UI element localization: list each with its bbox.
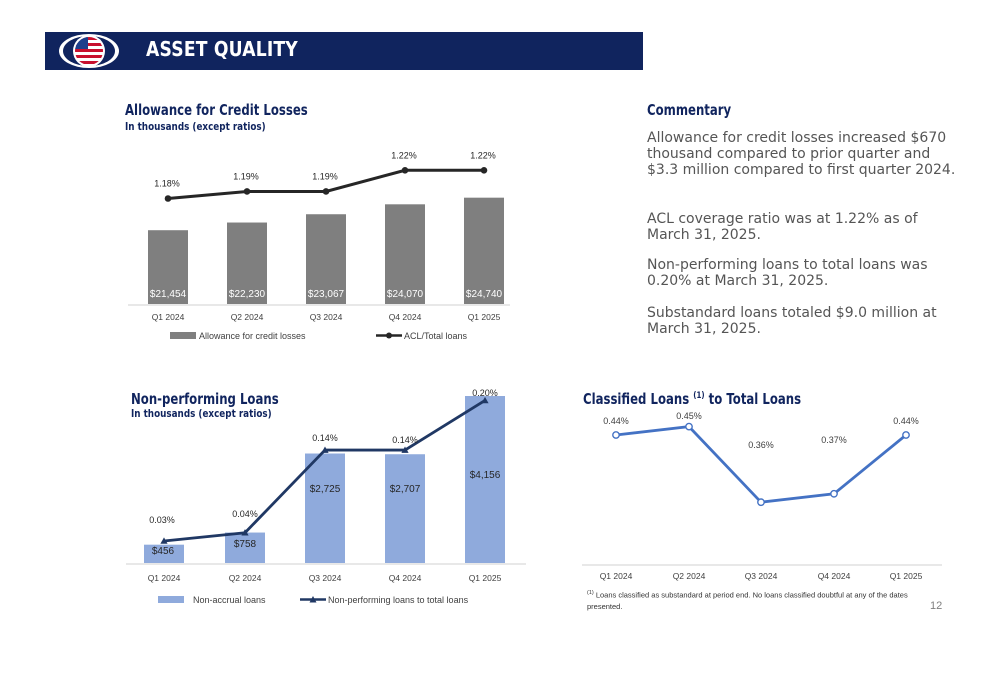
classified-x-tick-label: Q1 2024	[600, 571, 633, 581]
npl-ratio-point	[160, 537, 168, 544]
npl-bar-label: $4,156	[470, 470, 501, 481]
acl-chart-title: Allowance for Credit Losses	[125, 101, 308, 119]
acl-bar	[148, 230, 188, 304]
acl-ratio-label: 1.22%	[391, 150, 417, 160]
commentary-title: Commentary	[647, 101, 732, 119]
classified-title-suffix: to Total Loans	[708, 390, 802, 408]
npl-bar	[225, 532, 265, 563]
npl-chart-title: Non-performing Loans	[131, 390, 279, 408]
acl-ratio-label: 1.18%	[154, 179, 180, 189]
npl-bar	[144, 544, 184, 563]
classified-title-sup: (1)	[693, 391, 705, 401]
acl-ratio-label: 1.22%	[470, 150, 496, 160]
npl-bar	[385, 454, 425, 563]
classified-data-label: 0.45%	[676, 411, 702, 421]
acl-bar	[464, 197, 504, 304]
footnote-marker: (1)	[587, 590, 594, 596]
classified-x-tick-label: Q2 2024	[673, 571, 706, 581]
npl-x-tick-label: Q3 2024	[309, 573, 342, 583]
acl-ratio-label: 1.19%	[233, 171, 259, 181]
classified-x-tick-label: Q3 2024	[745, 571, 778, 581]
npl-x-tick-label: Q1 2024	[148, 573, 181, 583]
classified-data-label: 0.36%	[748, 440, 774, 450]
company-logo	[57, 34, 121, 68]
classified-x-tick-label: Q1 2025	[890, 571, 923, 581]
commentary-paragraph: Allowance for credit losses increased $6…	[647, 130, 956, 178]
acl-legend-label: Allowance for credit losses	[199, 331, 306, 341]
npl-ratio-label: 0.14%	[312, 433, 338, 443]
acl-bar-label: $24,070	[387, 289, 424, 300]
npl-ratio-label: 0.03%	[149, 515, 175, 525]
acl-bar	[227, 222, 267, 304]
classified-title-text: Classified Loans	[583, 390, 690, 408]
npl-ratio-point	[401, 446, 409, 453]
npl-ratio-point	[481, 396, 489, 404]
footnote: (1) Loans classified as substandard at p…	[587, 588, 937, 612]
npl-legend-label: Non-performing loans to total loans	[328, 595, 469, 605]
acl-x-tick-label: Q3 2024	[310, 312, 343, 322]
acl-legend-swatch-bar	[170, 332, 196, 339]
page-number: 12	[930, 600, 943, 612]
classified-x-tick-label: Q4 2024	[818, 571, 851, 581]
classified-point	[902, 431, 910, 439]
acl-legend-label: ACL/Total loans	[404, 331, 468, 341]
acl-bar-label: $24,740	[466, 289, 503, 300]
acl-ratio-point	[401, 167, 409, 174]
acl-x-tick-label: Q2 2024	[231, 312, 264, 322]
npl-legend-swatch-marker	[309, 596, 317, 603]
acl-x-tick-label: Q1 2025	[468, 312, 501, 322]
acl-ratio-label: 1.19%	[312, 171, 338, 181]
page-title: ASSET QUALITY	[146, 37, 298, 61]
npl-bar	[305, 453, 345, 563]
npl-chart-subtitle: In thousands (except ratios)	[131, 407, 272, 420]
npl-ratio-label: 0.14%	[392, 435, 418, 445]
classified-point	[757, 498, 765, 507]
classified-point	[612, 431, 620, 439]
npl-x-tick-label: Q2 2024	[229, 573, 262, 583]
classified-point	[685, 422, 693, 431]
acl-bar-label: $22,230	[229, 289, 266, 300]
npl-bar-label: $2,707	[390, 484, 421, 495]
npl-ratio-label: 0.04%	[232, 509, 258, 519]
npl-ratio-point	[241, 529, 249, 536]
classified-point	[830, 489, 838, 498]
npl-x-tick-label: Q1 2025	[469, 573, 502, 583]
footnote-text: Loans classified as substandard at perio…	[587, 590, 908, 611]
acl-bar-label: $21,454	[150, 289, 187, 300]
classified-data-label: 0.44%	[893, 416, 919, 426]
npl-legend-label: Non-accrual loans	[193, 595, 266, 605]
acl-bar	[306, 214, 346, 304]
classified-chart-title: Classified Loans (1) to Total Loans	[583, 390, 801, 408]
acl-ratio-point	[164, 195, 172, 202]
npl-bar	[465, 396, 505, 563]
acl-legend-swatch-marker	[386, 332, 392, 339]
acl-x-tick-label: Q4 2024	[389, 312, 422, 322]
npl-bar-label: $2,725	[310, 484, 341, 495]
acl-chart-subtitle: In thousands (except ratios)	[125, 120, 266, 133]
classified-data-label: 0.37%	[821, 435, 847, 445]
acl-ratio-point	[243, 188, 251, 195]
acl-ratio-point	[322, 188, 330, 195]
classified-line	[615, 425, 907, 504]
npl-x-tick-label: Q4 2024	[389, 573, 422, 583]
npl-ratio-label: 0.20%	[472, 388, 498, 398]
npl-bar-label: $758	[234, 539, 257, 550]
commentary-paragraph: Substandard loans totaled $9.0 million a…	[647, 305, 937, 337]
npl-ratio-point	[321, 446, 329, 453]
commentary-paragraph: Non-performing loans to total loans was …	[647, 257, 928, 289]
commentary-paragraph: ACL coverage ratio was at 1.22% as of Ma…	[647, 211, 918, 243]
acl-bar	[385, 204, 425, 304]
acl-bar-label: $23,067	[308, 289, 345, 300]
header-bar: ASSET QUALITY	[45, 32, 643, 70]
npl-bar-label: $456	[152, 546, 175, 557]
acl-x-tick-label: Q1 2024	[152, 312, 185, 322]
classified-data-label: 0.44%	[603, 416, 629, 426]
acl-ratio-point	[480, 167, 488, 174]
npl-legend-swatch-bar	[158, 596, 184, 603]
